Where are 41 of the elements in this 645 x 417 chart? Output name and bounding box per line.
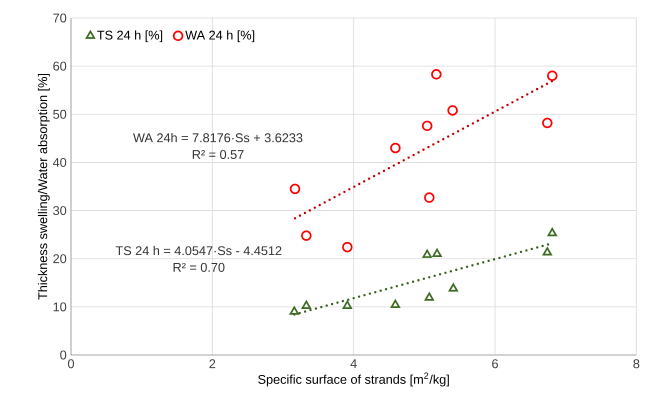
y-tick-label: 70 — [53, 14, 66, 22]
x-tick-label: 6 — [492, 359, 498, 368]
point — [301, 230, 312, 241]
y-tick-label: 50 — [53, 110, 66, 119]
point — [422, 250, 432, 258]
y-tick-label: 10 — [54, 302, 66, 312]
point — [290, 184, 300, 194]
y-tick-label: 60 — [53, 62, 66, 71]
point — [390, 300, 400, 308]
point — [422, 120, 432, 132]
y-tick-label: 40 — [52, 158, 66, 167]
point — [548, 228, 557, 236]
x-axis-title: Specific surface of strands [m$^{2}$/kg] — [258, 372, 449, 386]
annotation: WA 24h = 7.8176·Ss + 3.6233 — [133, 132, 302, 142]
y-tick-label: 20 — [53, 254, 66, 264]
y-axis-title: Thickness swelling/Water absorption [%] — [38, 74, 50, 300]
y-tick-label: 0 — [60, 350, 66, 360]
point — [432, 248, 442, 257]
legend-label: WA 24 h [%] — [185, 30, 254, 42]
x-tick-label: 8 — [633, 359, 640, 368]
point — [546, 70, 558, 82]
x-tick-label: 2 — [209, 359, 216, 368]
point — [542, 118, 553, 128]
point — [390, 142, 401, 154]
point — [302, 300, 312, 309]
y-tick-label: 30 — [53, 206, 66, 216]
x-tick-label: 0 — [68, 359, 74, 368]
annotation: R² = 0.70 — [174, 262, 224, 272]
point — [424, 192, 435, 203]
point — [342, 242, 353, 252]
annotation: TS 24 h = 4.0547·Ss - 4.4512 — [116, 246, 282, 256]
point — [290, 306, 299, 315]
point — [424, 292, 434, 301]
annotation: R² = 0.57 — [192, 150, 244, 159]
point — [447, 105, 458, 116]
x-tick-label: 4 — [350, 359, 357, 368]
point — [542, 247, 552, 256]
point — [342, 300, 352, 309]
legend-label: TS 24 h [%] — [97, 30, 162, 42]
point — [448, 283, 458, 292]
point — [431, 69, 442, 80]
